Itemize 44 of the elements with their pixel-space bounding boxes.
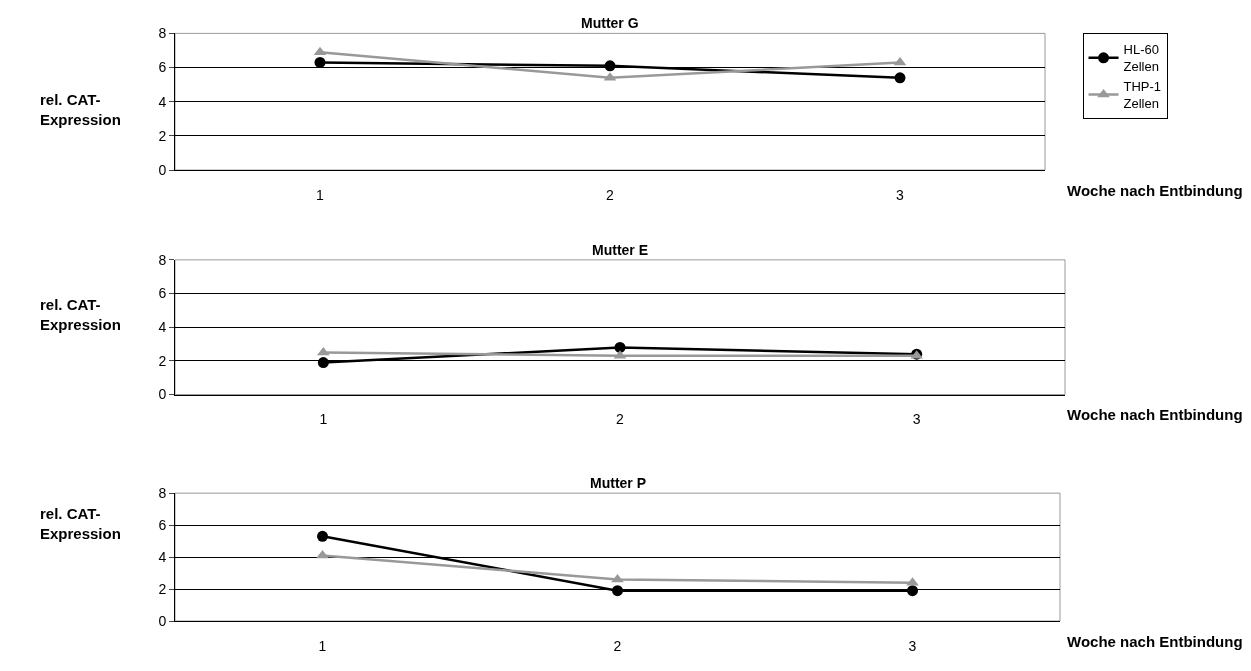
point [612,585,623,597]
y-tick-label: 0 [158,161,167,178]
x-axis-title: Woche nach Entbindung [1067,406,1243,423]
point [611,573,624,583]
x-tick-label: 1 [316,186,325,203]
point [317,530,328,542]
y-tick-label: 0 [158,386,167,403]
y-tick-label: 6 [158,59,167,76]
x-tick-label: 1 [318,637,327,654]
x-tick-label: 3 [912,411,921,428]
x-tick-label: 1 [319,411,328,428]
y-axis-title: rel. CAT- Expression [40,91,121,128]
point [894,72,906,84]
point [314,56,326,68]
chart-title: Mutter P [590,475,646,491]
y-tick-label: 2 [158,580,167,597]
chart-title: Mutter E [592,242,648,258]
point [907,585,918,597]
y-tick-label: 4 [158,93,167,110]
x-tick-label: 2 [616,411,625,428]
x-tick-label: 2 [613,637,622,654]
x-axis-title: Woche nach Entbindung [1067,182,1243,199]
x-tick-label: 2 [606,186,615,203]
legend-label: THP-1 Zellen [1123,79,1162,112]
legend-label: HL-60 Zellen [1123,42,1159,75]
x-tick-label: 3 [908,637,917,654]
y-tick-label: 0 [158,612,167,629]
x-tick-label: 3 [896,186,905,203]
y-tick-label: 8 [158,485,167,502]
y-tick-label: 6 [158,285,167,302]
point [893,56,907,66]
y-tick-label: 2 [158,127,167,144]
y-tick-label: 8 [158,251,167,268]
y-axis-title: rel. CAT- Expression [40,296,121,333]
y-tick-label: 8 [158,25,167,42]
y-tick-label: 4 [158,548,167,565]
y-tick-label: 2 [158,352,167,369]
y-tick-label: 4 [158,319,167,336]
x-axis-title: Woche nach Entbindung [1067,633,1243,650]
chart-title: Mutter G [581,15,639,31]
point [316,549,329,559]
y-axis-title: rel. CAT- Expression [40,505,121,542]
point [604,60,616,72]
y-tick-label: 6 [158,517,167,534]
